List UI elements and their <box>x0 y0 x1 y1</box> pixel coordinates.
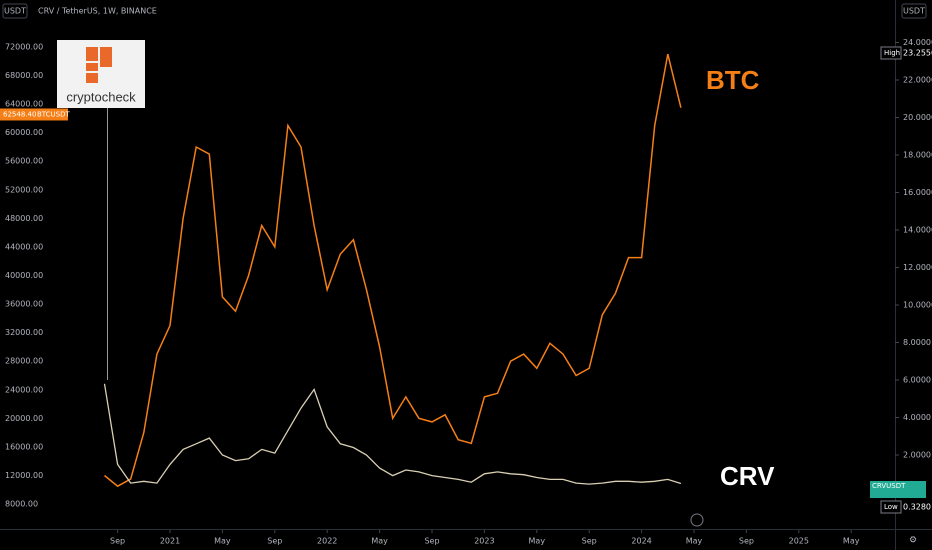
logo-icon <box>100 47 112 67</box>
x-tick-label: 2021 <box>160 537 180 546</box>
x-tick-label: Sep <box>582 537 597 546</box>
y2-tick-label: 20.0000 <box>903 113 932 122</box>
y-tick-label: 16000.00 <box>5 442 43 451</box>
high-value: 23.2550 <box>903 49 932 58</box>
y-tick-label: 64000.00 <box>5 100 43 109</box>
y2-tick-label: 14.0000 <box>903 226 932 235</box>
logo-icon <box>86 73 98 83</box>
left-unit-box <box>2 3 28 19</box>
y-tick-label: 8000.00 <box>5 500 38 509</box>
y2-tick-label: 24.0000 <box>903 38 932 47</box>
high-box <box>880 46 902 60</box>
x-tick-label: May <box>686 537 703 546</box>
y2-tick-label: 4.0000 <box>903 413 931 422</box>
x-tick-label: 2022 <box>317 537 337 546</box>
y2-tick-label: 10.0000 <box>903 301 932 310</box>
logo-text: cryptocheck <box>66 89 136 104</box>
crv-tag-box <box>870 481 926 498</box>
crv-annotation: CRV <box>720 461 775 491</box>
y2-tick-label: 22.0000 <box>903 76 932 85</box>
x-tick-label: Sep <box>739 537 754 546</box>
y2-tick-label: 2.0000 <box>903 451 931 460</box>
y2-tick-label: 12.0000 <box>903 263 932 272</box>
y-tick-label: 40000.00 <box>5 271 43 280</box>
y-tick-label: 28000.00 <box>5 357 43 366</box>
settings-icon[interactable]: ⚙ <box>909 536 917 546</box>
x-tick-label: May <box>214 537 231 546</box>
right-unit-box <box>901 3 927 19</box>
lightning-icon[interactable] <box>690 513 704 527</box>
y-tick-label: 20000.00 <box>5 414 43 423</box>
y2-tick-label: 6.0000 <box>903 376 931 385</box>
y-tick-label: 48000.00 <box>5 214 43 223</box>
logo-icon <box>86 47 98 61</box>
low-label: Low <box>884 503 898 511</box>
btc-tag-label: BTCUSDT <box>37 110 71 118</box>
logo-icon <box>86 63 98 71</box>
low-box <box>880 500 902 514</box>
y-tick-label: 72000.00 <box>5 42 43 51</box>
x-tick-label: Sep <box>110 537 125 546</box>
series-line <box>104 53 682 488</box>
x-tick-label: 2025 <box>789 537 809 546</box>
series-line <box>103 383 682 485</box>
btc-annotation: BTC <box>706 65 760 95</box>
y-tick-label: 60000.00 <box>5 128 43 137</box>
x-tick-label: Sep <box>424 537 439 546</box>
y2-tick-label: 18.0000 <box>903 151 932 160</box>
right-unit: USDT <box>903 7 925 16</box>
crv-tag-label: CRVUSDT <box>872 482 906 490</box>
y-tick-label: 36000.00 <box>5 300 43 309</box>
x-tick-label: 2023 <box>474 537 494 546</box>
left-unit: USDT <box>4 7 26 16</box>
x-tick-label: May <box>529 537 546 546</box>
y-tick-label: 32000.00 <box>5 328 43 337</box>
btc-tag-box <box>0 108 68 121</box>
x-tick-label: Sep <box>267 537 282 546</box>
y2-tick-label: 8.0000 <box>903 338 931 347</box>
x-tick-label: May <box>371 537 388 546</box>
chart-title: CRV / TetherUS, 1W, BINANCE <box>38 7 157 16</box>
btc-tag-value: 62548.40 <box>3 110 36 118</box>
y2-tick-label: 16.0000 <box>903 188 932 197</box>
x-tick-label: 2024 <box>631 537 651 546</box>
y-tick-label: 44000.00 <box>5 242 43 251</box>
x-tick-label: May <box>843 537 860 546</box>
y-tick-label: 52000.00 <box>5 185 43 194</box>
y-tick-label: 56000.00 <box>5 157 43 166</box>
high-label: High <box>884 49 900 57</box>
y-tick-label: 24000.00 <box>5 385 43 394</box>
y-tick-label: 12000.00 <box>5 471 43 480</box>
y-tick-label: 68000.00 <box>5 71 43 80</box>
low-value: 0.3280 <box>903 503 931 512</box>
